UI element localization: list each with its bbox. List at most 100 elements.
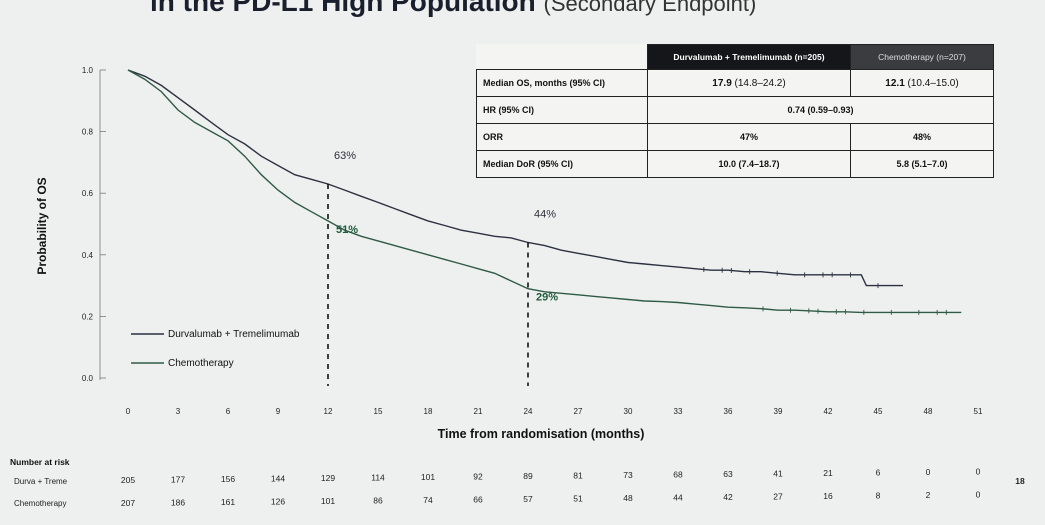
risk-value: 0	[976, 490, 981, 500]
legend: Durvalumab + Tremelimumab Chemotherapy	[131, 329, 300, 369]
risk-value: 42	[723, 492, 733, 502]
median-os-chemo: 12.1 (10.4–15.0)	[850, 69, 994, 97]
slide-title: in the PD-L1 High Population (Secondary …	[150, 0, 1045, 18]
risk-value: 27	[773, 492, 783, 502]
col-header-durva: Durvalumab + Tremelimumab (n=205)	[647, 44, 851, 70]
legend-label: Durvalumab + Tremelimumab	[168, 329, 300, 340]
y-tick-label: 0.6	[82, 189, 94, 198]
risk-value: 41	[773, 469, 783, 479]
series-line-durva-treme	[127, 69, 903, 287]
x-tick-label: 51	[974, 407, 983, 416]
risk-value: 51	[573, 494, 583, 504]
risk-value: 74	[423, 495, 433, 505]
median-os-chemo-value: 12.1	[885, 77, 905, 89]
landmark-label-chemo-24: 29%	[536, 292, 558, 304]
title-sub: (Secondary Endpoint)	[543, 0, 757, 16]
x-tick-label: 48	[924, 407, 933, 416]
risk-value: 101	[421, 472, 435, 482]
risk-value: 6	[876, 468, 881, 478]
risk-value-extra: 18	[1015, 476, 1025, 486]
risk-value: 0	[926, 467, 931, 477]
x-tick-label: 42	[824, 407, 833, 416]
median-os-durva-value: 17.9	[712, 77, 732, 89]
median-os-durva: 17.9 (14.8–24.2)	[647, 69, 851, 97]
x-tick-label: 39	[774, 407, 783, 416]
risk-row-label: Durva + Treme	[14, 477, 68, 486]
x-tick-label: 33	[674, 407, 683, 416]
risk-value: 161	[221, 497, 235, 507]
risk-value: 101	[321, 496, 335, 506]
risk-table-header: Number at risk	[10, 457, 70, 467]
risk-value: 57	[523, 494, 533, 504]
risk-value: 207	[121, 498, 135, 508]
risk-value: 144	[271, 474, 285, 484]
risk-value: 48	[623, 493, 633, 503]
x-tick-label: 15	[374, 407, 383, 416]
risk-value: 16	[823, 491, 833, 501]
risk-value: 73	[623, 470, 633, 480]
series-line-chemotherapy	[127, 69, 962, 314]
x-tick-label: 18	[424, 407, 433, 416]
risk-value: 63	[723, 469, 733, 479]
x-tick-label: 21	[474, 407, 483, 416]
y-tick-label: 1.0	[82, 66, 94, 75]
col-header-chemo: Chemotherapy (n=207)	[850, 44, 994, 70]
risk-value: 68	[673, 470, 683, 480]
x-tick-label: 30	[624, 407, 633, 416]
x-tick-label: 0	[126, 407, 131, 416]
risk-value: 81	[573, 471, 583, 481]
row-label: Median OS, months (95% CI)	[476, 69, 648, 97]
risk-value: 114	[371, 473, 385, 483]
table-row: HR (95% CI) 0.74 (0.59–0.93)	[476, 96, 994, 124]
landmark-label-durva-12: 63%	[334, 150, 356, 162]
risk-value: 126	[271, 497, 285, 507]
risk-value: 86	[373, 496, 383, 506]
row-label: HR (95% CI)	[476, 96, 648, 124]
table-row: Median OS, months (95% CI) 17.9 (14.8–24…	[476, 69, 994, 97]
y-tick-label: 0.2	[82, 312, 94, 321]
efficacy-corner	[477, 45, 648, 70]
y-tick-label: 0.4	[82, 251, 94, 260]
median-os-chemo-ci: (10.4–15.0)	[904, 77, 959, 89]
x-tick-label: 3	[176, 407, 181, 416]
risk-value: 44	[673, 493, 683, 503]
landmark-lines: 63% 51% 44% 29%	[327, 150, 558, 386]
number-at-risk-table: Number at risk Durva + Treme 205 177 156 144 1…	[10, 457, 1025, 508]
x-tick-label: 45	[874, 407, 883, 416]
orr-chemo: 48%	[850, 123, 994, 151]
legend-label: Chemotherapy	[168, 358, 234, 369]
risk-value: 156	[221, 474, 235, 484]
survival-curves	[127, 69, 962, 315]
risk-value: 0	[976, 467, 981, 477]
risk-value: 89	[523, 471, 533, 481]
risk-value: 66	[473, 495, 483, 505]
row-label: Median DoR (95% CI)	[476, 150, 648, 178]
risk-value: 186	[171, 498, 185, 508]
landmark-label-chemo-12: 51%	[336, 224, 358, 236]
risk-value: 2	[926, 490, 931, 500]
risk-value: 205	[121, 475, 135, 485]
title-main: in the PD-L1 High Population	[150, 0, 536, 17]
x-axis-label: Time from randomisation (months)	[438, 427, 645, 441]
risk-row-label: Chemotherapy	[14, 499, 66, 508]
axes: 0.00.20.40.60.81.00 3 6 9 12 15 18 21 24 27 30 33 36…	[35, 66, 983, 441]
x-tick-label: 12	[324, 407, 333, 416]
risk-value: 8	[876, 491, 881, 501]
table-row: Median DoR (95% CI) 10.0 (7.4–18.7) 5.8 …	[476, 150, 994, 178]
x-tick-label: 27	[574, 407, 583, 416]
x-tick-label: 36	[724, 407, 733, 416]
x-tick-label: 24	[524, 407, 533, 416]
risk-value: 21	[823, 468, 833, 478]
dor-durva: 10.0 (7.4–18.7)	[647, 150, 851, 178]
table-row: ORR 47% 48%	[476, 123, 994, 151]
risk-value: 177	[171, 475, 185, 485]
hr-value: 0.74 (0.59–0.93)	[647, 96, 994, 124]
dor-chemo: 5.8 (5.1–7.0)	[850, 150, 994, 178]
x-tick-label: 9	[276, 407, 281, 416]
median-os-durva-ci: (14.8–24.2)	[731, 77, 786, 89]
landmark-label-durva-24: 44%	[534, 208, 556, 220]
y-tick-label: 0.0	[82, 374, 94, 383]
risk-value: 92	[473, 472, 483, 482]
